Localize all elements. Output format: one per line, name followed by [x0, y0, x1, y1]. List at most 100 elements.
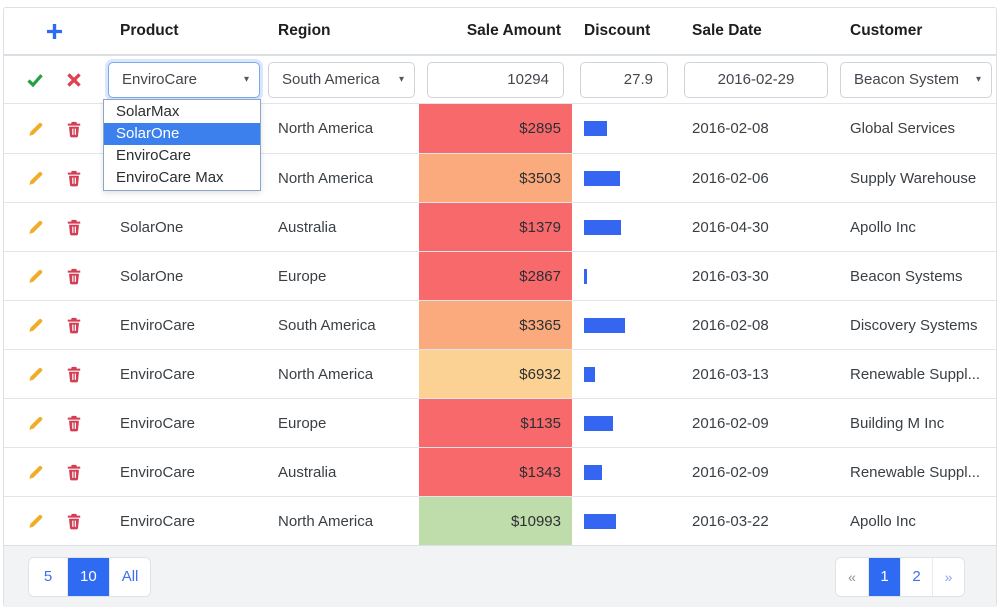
sale-date-cell: 2016-02-08	[676, 104, 836, 153]
dropdown-option-envirocare-max[interactable]: EnviroCare Max	[104, 167, 260, 189]
edit-row-button[interactable]	[27, 120, 45, 138]
table-row: EnviroCare Australia $1343 2016-02-09 Re…	[4, 447, 996, 496]
page-size-all-button[interactable]: All	[109, 558, 151, 596]
discount-cell	[572, 301, 676, 349]
edit-row-button[interactable]	[27, 218, 45, 236]
table-row: EnviroCare South America $3365 2016-02-0…	[4, 300, 996, 349]
discount-cell	[572, 104, 676, 153]
discount-input[interactable]	[580, 62, 668, 98]
region-cell: North America	[264, 154, 419, 202]
discount-bar	[584, 121, 607, 136]
edit-row-button[interactable]	[27, 463, 45, 481]
sale-date-cell: 2016-03-30	[676, 252, 836, 300]
dropdown-option-solarmax[interactable]: SolarMax	[104, 101, 260, 123]
trash-icon	[66, 267, 82, 285]
chevron-down-icon: ▾	[244, 74, 249, 85]
edit-row-button[interactable]	[27, 365, 45, 383]
edit-row-button[interactable]	[27, 316, 45, 334]
customer-cell: Renewable Suppl...	[836, 448, 996, 496]
delete-row-button[interactable]	[66, 512, 82, 530]
customer-cell: Apollo Inc	[836, 497, 996, 545]
trash-icon	[66, 414, 82, 432]
delete-row-button[interactable]	[66, 218, 82, 236]
region-select[interactable]: South America ▾	[268, 62, 415, 98]
sale-date-cell: 2016-02-09	[676, 448, 836, 496]
region-cell: Europe	[264, 399, 419, 447]
product-cell: SolarOne	[104, 252, 264, 300]
page-size-10-button[interactable]: 10	[67, 558, 109, 596]
product-select[interactable]: EnviroCare ▾	[108, 62, 260, 98]
cancel-icon	[65, 71, 83, 89]
pencil-icon	[27, 512, 45, 530]
table-row: EnviroCare North America $10993 2016-03-…	[4, 496, 996, 545]
cancel-edit-button[interactable]	[65, 71, 83, 89]
page-size-5-button[interactable]: 5	[29, 558, 67, 596]
sale-amount-cell: $3503	[419, 154, 572, 202]
delete-row-button[interactable]	[66, 120, 82, 138]
chevron-down-icon: ▾	[976, 74, 981, 85]
sale-date-input[interactable]	[684, 62, 828, 98]
discount-bar	[584, 318, 625, 333]
discount-cell	[572, 399, 676, 447]
region-cell: South America	[264, 301, 419, 349]
delete-row-button[interactable]	[66, 316, 82, 334]
region-cell: Australia	[264, 448, 419, 496]
page-2-button[interactable]: 2	[900, 558, 932, 596]
next-page-button[interactable]: »	[932, 558, 964, 596]
delete-row-button[interactable]	[66, 365, 82, 383]
add-row-button[interactable]	[44, 21, 65, 42]
delete-row-button[interactable]	[66, 267, 82, 285]
customer-cell: Global Services	[836, 104, 996, 153]
delete-row-button[interactable]	[66, 169, 82, 187]
discount-bar	[584, 465, 602, 480]
discount-cell	[572, 252, 676, 300]
product-cell: EnviroCare	[104, 350, 264, 398]
region-select-value: South America	[282, 71, 380, 88]
page-1-button[interactable]: 1	[868, 558, 900, 596]
sale-amount-cell: $3365	[419, 301, 572, 349]
customer-cell: Supply Warehouse	[836, 154, 996, 202]
edit-row-button[interactable]	[27, 267, 45, 285]
sale-amount-input[interactable]	[427, 62, 564, 98]
product-cell: SolarOne	[104, 203, 264, 251]
region-cell: Australia	[264, 203, 419, 251]
header-discount: Discount	[572, 8, 676, 54]
pencil-icon	[27, 463, 45, 481]
customer-select[interactable]: Beacon System ▾	[840, 62, 992, 98]
delete-row-button[interactable]	[66, 463, 82, 481]
trash-icon	[66, 365, 82, 383]
delete-row-button[interactable]	[66, 414, 82, 432]
dropdown-option-solarone[interactable]: SolarOne	[104, 123, 260, 145]
sale-date-cell: 2016-03-22	[676, 497, 836, 545]
header-region: Region	[264, 8, 419, 54]
discount-bar	[584, 220, 621, 235]
discount-bar	[584, 416, 613, 431]
customer-select-value: Beacon System	[854, 71, 959, 88]
trash-icon	[66, 316, 82, 334]
dropdown-option-envirocare[interactable]: EnviroCare	[104, 145, 260, 167]
sale-amount-cell: $10993	[419, 497, 572, 545]
grid-footer: 5 10 All « 1 2 »	[4, 545, 996, 607]
discount-cell	[572, 350, 676, 398]
customer-cell: Beacon Systems	[836, 252, 996, 300]
grid-header-row: Product Region Sale Amount Discount Sale…	[4, 8, 996, 56]
edit-row-button[interactable]	[27, 169, 45, 187]
product-cell: EnviroCare	[104, 497, 264, 545]
product-dropdown-list: SolarMax SolarOne EnviroCare EnviroCare …	[103, 99, 261, 191]
header-sale-date: Sale Date	[676, 8, 836, 54]
sale-amount-cell: $2895	[419, 104, 572, 153]
discount-cell	[572, 154, 676, 202]
product-cell: EnviroCare	[104, 301, 264, 349]
product-select-value: EnviroCare	[122, 71, 197, 88]
previous-page-button[interactable]: «	[836, 558, 868, 596]
discount-bar	[584, 269, 587, 284]
customer-cell: Building M Inc	[836, 399, 996, 447]
edit-row-button[interactable]	[27, 414, 45, 432]
region-cell: Europe	[264, 252, 419, 300]
edit-row-button[interactable]	[27, 512, 45, 530]
discount-cell	[572, 497, 676, 545]
confirm-edit-button[interactable]	[26, 71, 44, 89]
pencil-icon	[27, 316, 45, 334]
table-row: EnviroCare North America $6932 2016-03-1…	[4, 349, 996, 398]
customer-cell: Apollo Inc	[836, 203, 996, 251]
